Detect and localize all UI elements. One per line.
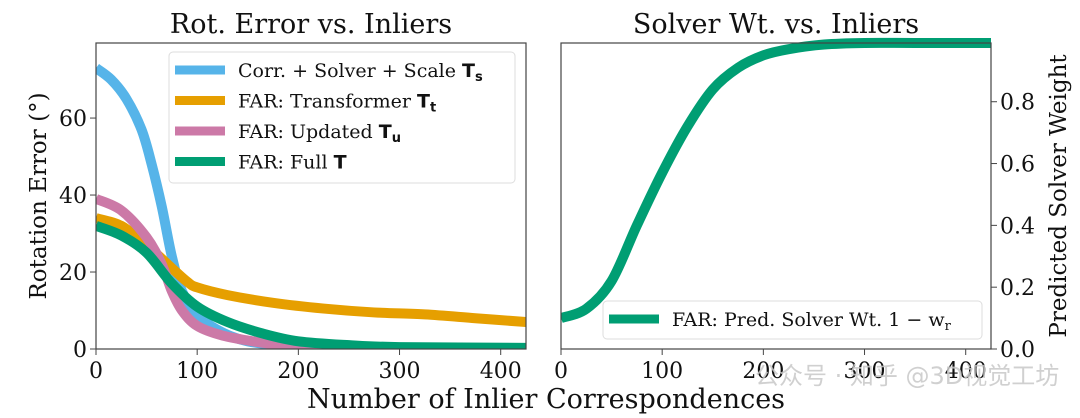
y-tick-label: 0.6 (1000, 153, 1035, 178)
left-panel: Rot. Error vs. Inliers 0 20 40 60 0 100 200 30… (26, 9, 527, 384)
left-legend-box (168, 51, 516, 184)
left-x-ticks: 0 100 200 300 400 (89, 349, 522, 384)
x-tick-label: 0 (89, 359, 103, 384)
series-line-3 (96, 221, 526, 349)
right-x-ticks: 0 100 200 300 400 (554, 349, 987, 384)
left-axes-frame (95, 42, 527, 350)
y-tick-label: 0.0 (1000, 338, 1035, 363)
legend-entry: FAR: Full T (238, 152, 347, 174)
right-y-ticks: 0.0 0.2 0.4 0.6 0.8 (991, 91, 1035, 363)
left-legend: Corr. + Solver + Scale Ts FAR: Transforme… (168, 51, 516, 184)
x-tick-label: 400 (480, 359, 522, 384)
x-tick-label: 300 (379, 359, 421, 384)
legend-entry: FAR: Transformer Tt (238, 91, 436, 116)
x-tick-label: 0 (554, 359, 568, 384)
shared-x-axis-label: Number of Inlier Correspondences (307, 384, 785, 415)
left-y-axis-label: Rotation Error (°) (26, 92, 52, 299)
legend-entry: FAR: Updated Tu (238, 121, 401, 146)
right-panel: Solver Wt. vs. Inliers 0.0 0.2 0.4 0.6 0.8 0… (554, 9, 1072, 384)
x-tick-label: 300 (844, 359, 886, 384)
x-tick-label: 100 (176, 359, 218, 384)
left-plot-lines (96, 63, 526, 349)
watermark: 公众号 · 知乎 @3D视觉工坊 (755, 362, 1059, 390)
right-axes-frame (560, 42, 992, 350)
right-y-axis-label: Predicted Solver Weight (1046, 54, 1072, 338)
y-tick-label: 0.2 (1000, 276, 1035, 301)
y-tick-label: 40 (59, 184, 87, 209)
y-tick-label: 20 (59, 261, 87, 286)
series-line-0 (561, 37, 991, 323)
right-legend-box (602, 300, 983, 340)
x-tick-label: 100 (641, 359, 683, 384)
y-tick-label: 60 (59, 107, 87, 132)
right-legend: FAR: Pred. Solver Wt. 1 − wr (602, 300, 983, 340)
right-title: Solver Wt. vs. Inliers (633, 9, 919, 40)
x-tick-label: 200 (277, 359, 319, 384)
y-tick-label: 0.4 (1000, 214, 1035, 239)
right-plot-lines (561, 37, 991, 323)
x-tick-label: 400 (945, 359, 987, 384)
legend-entry: FAR: Pred. Solver Wt. 1 − wr (672, 309, 952, 334)
y-tick-label: 0.8 (1000, 91, 1035, 116)
x-tick-label: 200 (742, 359, 784, 384)
y-tick-label: 0 (73, 338, 87, 363)
left-title: Rot. Error vs. Inliers (170, 9, 452, 40)
legend-entry: Corr. + Solver + Scale Ts (238, 60, 483, 85)
left-y-ticks: 0 20 40 60 (59, 107, 96, 363)
